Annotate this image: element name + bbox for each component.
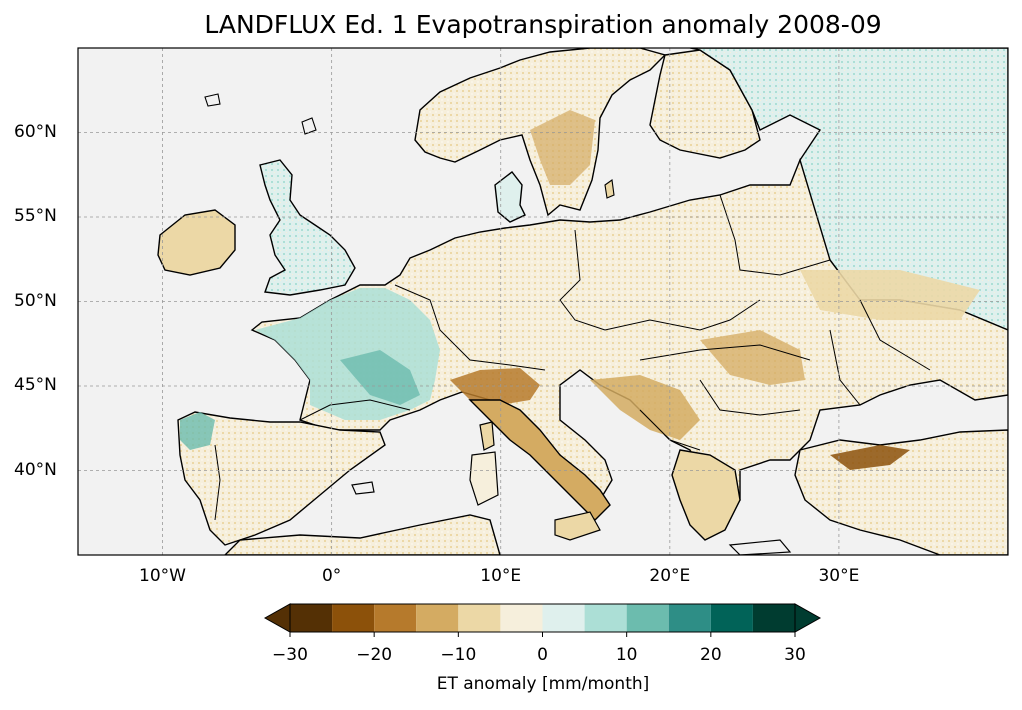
lon-tick-label: 10°W [139, 566, 187, 586]
colorbar-tick-label: −10 [440, 645, 477, 665]
land-corsica [479, 421, 495, 451]
region-sweden-south [530, 110, 595, 185]
colorbar-tick-label: 20 [700, 645, 722, 665]
region-balkans [590, 375, 700, 440]
land-great-britain [259, 159, 356, 296]
colorbar-bin [500, 604, 543, 632]
colorbar-tick-label: 0 [537, 645, 548, 665]
colorbar-bin [668, 604, 711, 632]
land-iberia [177, 411, 386, 546]
map-gridlines [78, 48, 1008, 555]
colorbar-bin [290, 604, 333, 632]
region-turkey-north [830, 445, 910, 470]
land-ireland [157, 209, 236, 276]
colorbar-extend-high [794, 603, 822, 633]
region-iberia-northwest [180, 412, 215, 450]
region-hungary [700, 330, 805, 385]
lat-tick-label: 60°N [14, 121, 57, 142]
land-italy [468, 399, 611, 521]
lat-tick-label: 45°N [14, 375, 57, 395]
country-borders [214, 194, 931, 521]
colorbar-bin [542, 604, 585, 632]
colorbar-bin [752, 604, 795, 632]
lon-tick-label: 30°E [818, 566, 860, 586]
lat-tick-label: 55°N [14, 206, 57, 226]
colorbar [263, 603, 822, 637]
colorbar-bin [374, 604, 417, 632]
colorbar-extend-low [263, 603, 291, 633]
land-shetland [301, 117, 317, 135]
map-content [157, 48, 1008, 555]
lon-tick-label: 10°E [480, 566, 522, 586]
land-sardinia [469, 451, 499, 506]
lon-tick-label: 20°E [649, 566, 691, 586]
colorbar-tick-label: −30 [272, 645, 308, 665]
lon-tick-label: 0° [321, 566, 342, 586]
lat-tick-label: 50°N [14, 290, 57, 311]
colorbar-bin [416, 604, 459, 632]
land-faroe [204, 93, 221, 107]
colorbar-bin [458, 604, 501, 632]
colorbar-tick-label: −20 [356, 645, 393, 665]
map-frame [77, 47, 1009, 556]
land-sicily [554, 511, 601, 541]
colorbar-tick-label: 10 [615, 645, 638, 665]
land-denmark [494, 171, 526, 223]
region-ukraine [800, 270, 980, 320]
land-gotland [604, 179, 615, 199]
colorbar-label: ET anomaly [mm/month] [436, 674, 650, 694]
land-baleares [351, 481, 375, 495]
land-north-africa [224, 514, 501, 555]
colorbar-bin [584, 604, 627, 632]
region-france-south [340, 350, 420, 405]
colorbar-tick-label: 30 [784, 645, 806, 665]
region-alps [450, 368, 540, 405]
land-greece [671, 449, 741, 541]
land-crete [728, 539, 792, 555]
colorbar-bin [332, 604, 375, 632]
colorbar-bin [626, 604, 669, 632]
colorbar-bin [710, 604, 753, 632]
lat-tick-label: 40°N [14, 459, 57, 480]
map-title: LANDFLUX Ed. 1 Evapotranspiration anomal… [204, 10, 882, 39]
